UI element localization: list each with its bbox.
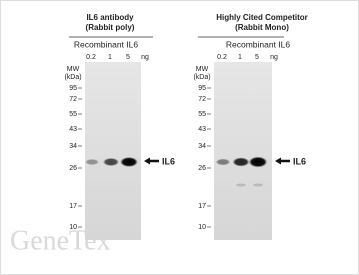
sample-label: Recombinant IL6 — [226, 39, 291, 49]
lane-label: 5 — [126, 54, 130, 61]
band-label: IL6 — [162, 156, 175, 166]
band — [120, 157, 138, 167]
mw-label: 10 — [69, 224, 77, 231]
band — [249, 157, 268, 168]
mw-label: 34 — [69, 143, 77, 150]
mw-label: 95 — [69, 85, 77, 92]
band-label: IL6 — [293, 156, 306, 166]
mw-label: 43 — [69, 126, 77, 133]
lane-label: 1 — [108, 54, 112, 61]
blot — [85, 62, 141, 240]
panel-subtitle: (Rabbit poly) — [86, 23, 135, 32]
lane-label: 5 — [255, 54, 259, 61]
mw-label: 26 — [69, 165, 77, 172]
band — [216, 159, 231, 166]
mw-label: 17 — [198, 203, 206, 210]
lane-label: 1 — [238, 54, 242, 61]
mw-label: 55 — [198, 111, 206, 118]
panel-subtitle: (Rabbit Mono) — [235, 23, 289, 32]
lane-label: 0.2 — [217, 54, 227, 61]
unit-label: ng — [141, 54, 149, 61]
faint-band — [236, 184, 246, 187]
unit-label: ng — [270, 54, 278, 61]
mw-label: 17 — [69, 203, 77, 210]
mw-label: 95 — [198, 85, 206, 92]
mw-label: 26 — [198, 165, 206, 172]
blot — [214, 62, 272, 240]
sample-label: Recombinant IL6 — [74, 39, 139, 49]
band — [85, 159, 99, 165]
band — [103, 158, 119, 166]
panel-title: IL6 antibody — [86, 13, 134, 22]
mw-title: MW — [196, 66, 209, 73]
mw-unit: (kDa) — [64, 74, 81, 81]
mw-label: 10 — [198, 224, 206, 231]
faint-band — [253, 184, 263, 187]
mw-label: 34 — [198, 143, 206, 150]
panel-title: Highly Cited Competitor — [216, 13, 308, 22]
mw-label: 72 — [198, 96, 206, 103]
figure: GeneTex IL6 antibody(Rabbit poly)Recombi… — [0, 0, 359, 275]
mw-title: MW — [67, 66, 80, 73]
mw-label: 55 — [69, 111, 77, 118]
mw-unit: (kDa) — [193, 74, 210, 81]
lane-label: 0.2 — [86, 54, 96, 61]
band — [232, 157, 249, 166]
mw-label: 72 — [69, 96, 77, 103]
mw-label: 43 — [198, 126, 206, 133]
